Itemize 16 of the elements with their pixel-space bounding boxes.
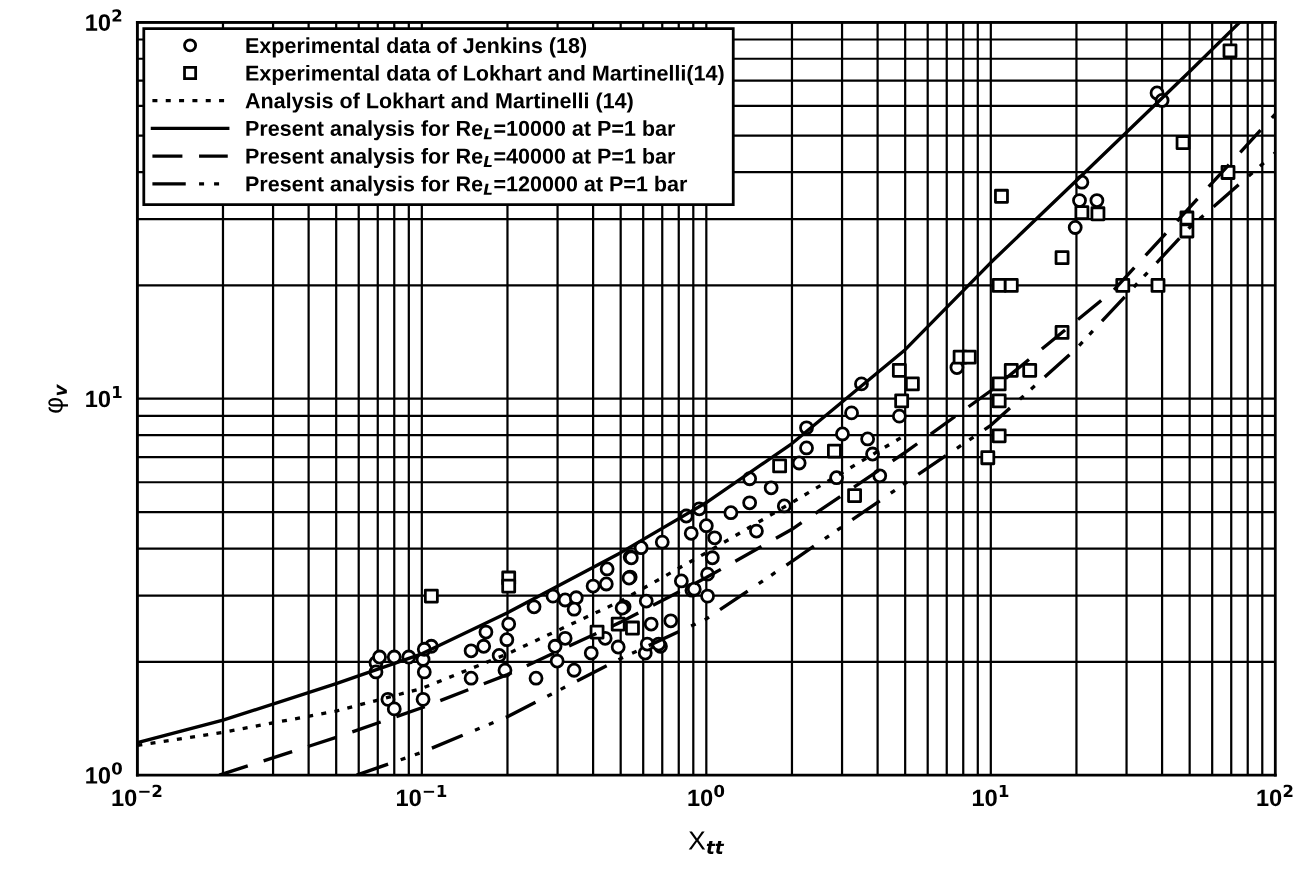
y-tick-label: 10$^{1}$ <box>86 386 122 408</box>
x-tick-label: 10$^{−1}$ <box>396 784 447 807</box>
legend-label: Experimental data of Lokhart and Martinelli(14) <box>246 64 724 86</box>
legend-label: Experimental data of Jenkins (18) <box>246 37 587 58</box>
x-axis-title: X$_{tt}$ <box>688 831 725 854</box>
x-tick-label: 10$^{1}$ <box>972 784 1009 807</box>
x-tick-label: 10$^{2}$ <box>1257 784 1293 807</box>
legend-label: Present analysis for Re$_{L}$=40000 at P=1 bar <box>246 147 676 168</box>
legend-label: Present analysis for Re$_{L}$=10000 at P=1 bar <box>246 120 676 141</box>
x-tick-label: 10$^{0}$ <box>688 784 725 807</box>
legend-label: Present analysis for Re$_{L}$=120000 at P=1 bar <box>246 175 688 196</box>
x-tick-label: 10$^{−2}$ <box>112 784 162 807</box>
legend-label: Analysis of Lokhart and Martinelli (14) <box>245 92 633 113</box>
y-tick-label: 10$^{0}$ <box>86 762 122 784</box>
y-axis-title: φ$_{v}$ <box>48 384 68 413</box>
y-tick-label: 10$^{2}$ <box>86 9 122 31</box>
